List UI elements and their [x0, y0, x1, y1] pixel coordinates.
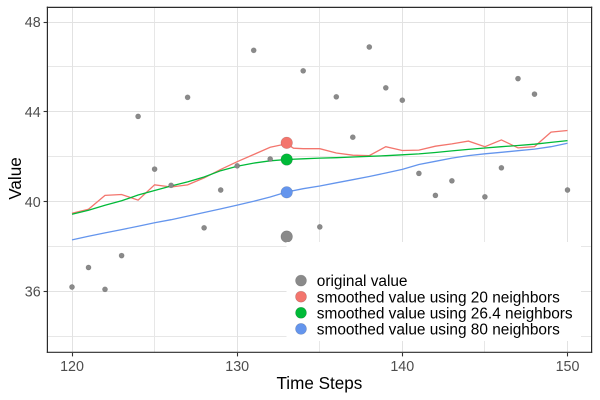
svg-text:48: 48	[25, 15, 41, 31]
svg-text:40: 40	[25, 195, 41, 211]
svg-text:130: 130	[225, 359, 249, 375]
svg-text:140: 140	[390, 359, 414, 375]
svg-text:smoothed value using 20 neighb: smoothed value using 20 neighbors	[317, 289, 560, 306]
svg-text:120: 120	[60, 359, 84, 375]
svg-text:smoothed value using 26.4 neig: smoothed value using 26.4 neighbors	[317, 305, 573, 322]
svg-text:Value: Value	[6, 157, 25, 199]
svg-text:original value: original value	[317, 273, 408, 290]
svg-text:44: 44	[25, 105, 41, 121]
svg-text:150: 150	[556, 359, 580, 375]
svg-text:36: 36	[25, 285, 41, 301]
svg-text:Time Steps: Time Steps	[276, 374, 362, 393]
svg-text:smoothed value using 80 neighb: smoothed value using 80 neighbors	[317, 321, 560, 338]
